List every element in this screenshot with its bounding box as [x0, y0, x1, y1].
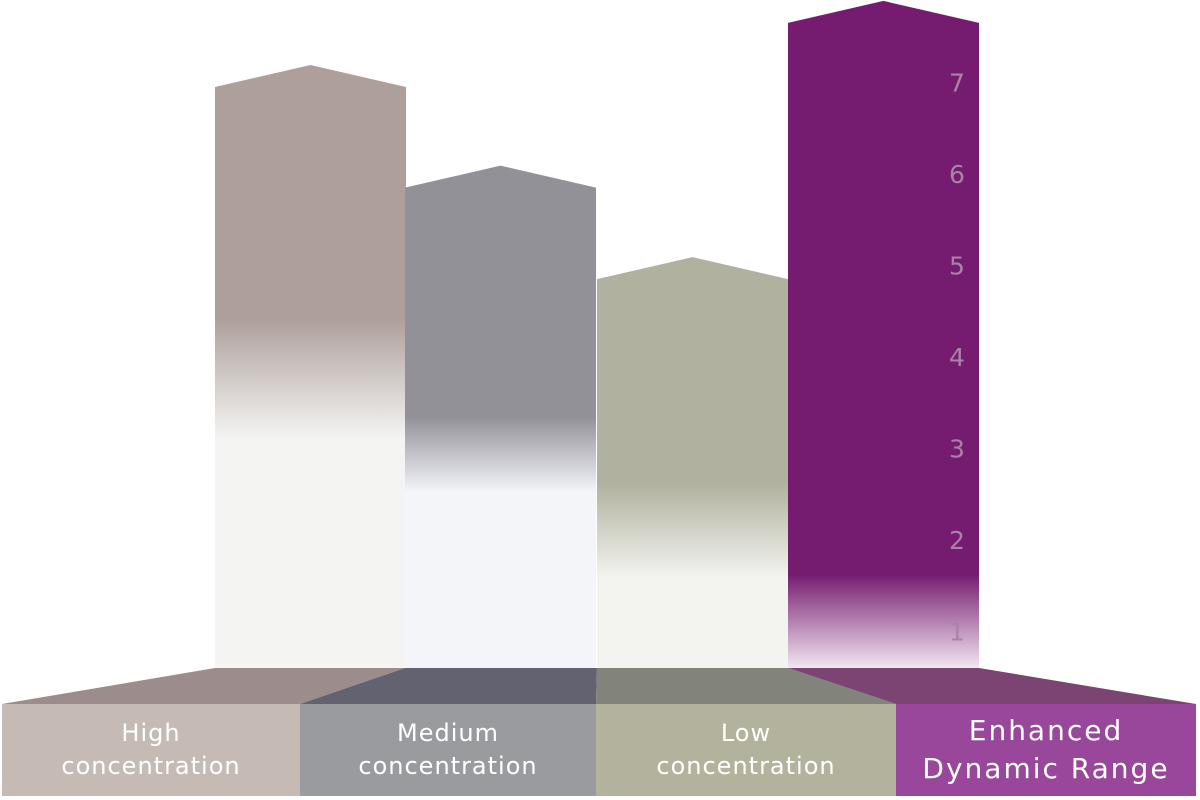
y-tick-5: 5 — [949, 251, 965, 280]
category-label-line: Medium — [397, 719, 499, 747]
bar-4 — [788, 0, 979, 669]
floor-layer — [2, 668, 1196, 704]
y-tick-6: 6 — [949, 160, 965, 189]
y-tick-7: 7 — [949, 68, 965, 97]
category-label-line: concentration — [61, 752, 241, 780]
y-tick-2: 2 — [949, 526, 965, 555]
category-label-line: concentration — [358, 752, 538, 780]
category-label-line: Low — [720, 719, 772, 747]
floor-segment-2 — [300, 668, 597, 704]
category-label-2: Medium concentration — [300, 704, 596, 796]
category-label-3: Low concentration — [596, 704, 896, 796]
y-tick-4: 4 — [949, 343, 965, 372]
y-tick-3: 3 — [949, 434, 965, 463]
category-label-4: Enhanced Dynamic Range — [896, 704, 1196, 796]
bar-3 — [597, 257, 788, 668]
category-label-1: High concentration — [2, 704, 300, 796]
category-label-line: Enhanced — [968, 714, 1124, 747]
bars — [215, 0, 979, 669]
category-label-line: concentration — [656, 752, 836, 780]
y-axis-ticks: 1 2 3 4 5 6 7 — [949, 68, 965, 646]
y-tick-1: 1 — [949, 617, 965, 646]
category-label-line: Dynamic Range — [922, 752, 1170, 785]
category-label-line: High — [121, 719, 181, 747]
floor-segment-3 — [596, 668, 896, 704]
floor-segment-4 — [788, 668, 1196, 704]
bar-2 — [405, 165, 596, 668]
floor-segment-1 — [2, 668, 405, 704]
bar-1 — [215, 64, 406, 669]
